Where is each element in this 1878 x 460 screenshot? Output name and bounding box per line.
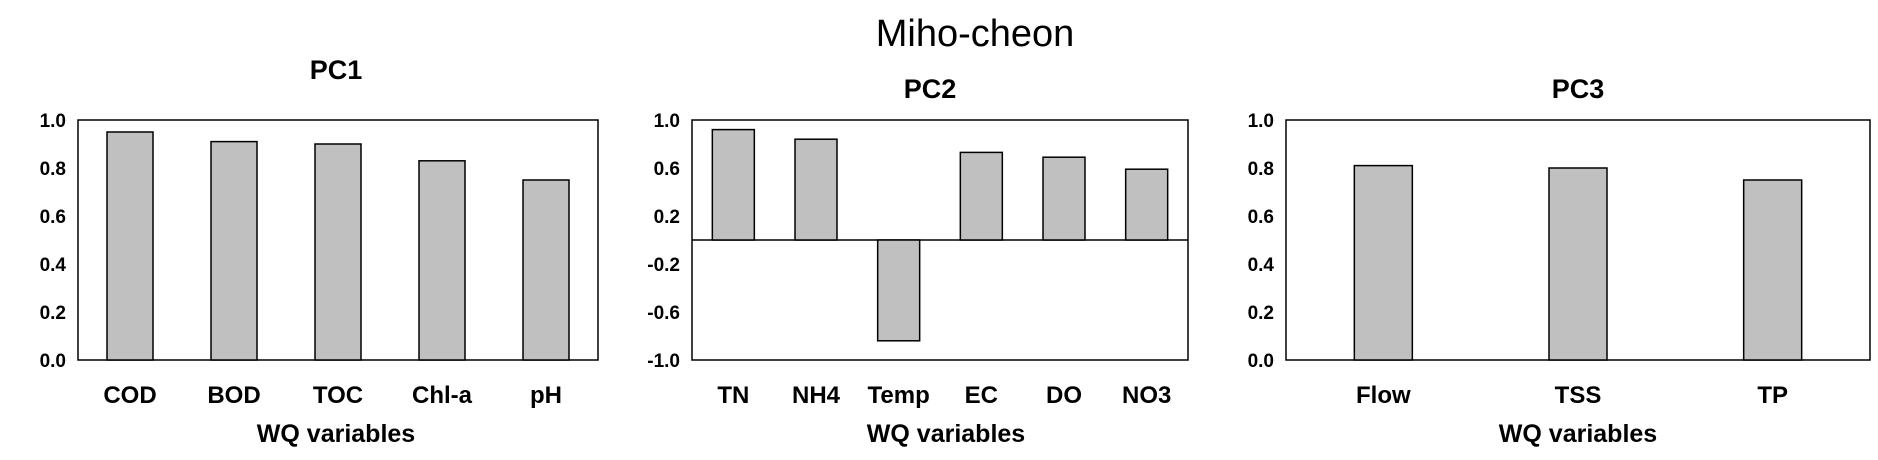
category-labels: TN NH4 Temp EC DO NO3 xyxy=(717,382,1171,409)
bar-tss xyxy=(1548,167,1608,361)
x-axis-label: WQ variables xyxy=(867,420,1025,448)
y-tick-label: 0.6 xyxy=(1248,207,1274,228)
bars xyxy=(106,131,570,361)
category-labels: COD BOD TOC Chl-a pH xyxy=(103,382,562,409)
y-tick-label: 0.4 xyxy=(1248,255,1275,276)
bar-chl-a xyxy=(418,160,466,361)
category-label: TP xyxy=(1757,382,1788,409)
y-tick-label: -0.2 xyxy=(647,255,680,276)
bar-ph xyxy=(522,179,570,361)
y-tick-label: 0.6 xyxy=(40,207,66,228)
y-tick-label: 1.0 xyxy=(40,111,66,132)
bar-nh4 xyxy=(794,138,838,241)
y-tick-label: 0.8 xyxy=(40,159,66,180)
bar-no3 xyxy=(1124,168,1169,241)
category-label: DO xyxy=(1046,382,1082,409)
y-tick-labels: 0.0 0.2 0.4 0.6 0.8 1.0 xyxy=(1248,111,1275,372)
panel-pc2: PC2 -1.0 -0.6 -0.2 0.2 0.6 1.0 TN NH4 Temp EC DO N… xyxy=(647,74,1189,448)
bar-tn xyxy=(711,128,756,241)
bars xyxy=(692,128,1188,342)
y-tick-label: 0.2 xyxy=(1248,303,1274,324)
y-tick-label: 0.0 xyxy=(40,351,66,372)
y-tick-label: 0.8 xyxy=(1248,159,1274,180)
bar-do xyxy=(1042,156,1086,241)
category-label: TOC xyxy=(313,382,363,409)
category-label: Temp xyxy=(868,382,930,409)
category-label: NH4 xyxy=(792,382,841,409)
category-label: TN xyxy=(717,382,749,409)
panel-pc1: PC1 0.00.20.40.60.81.0 COD BOD TOC Chl-a pH … xyxy=(40,55,599,448)
category-label: COD xyxy=(103,382,156,409)
y-tick-labels: 0.0 0.2 0.4 0.6 0.8 1.0 xyxy=(40,111,67,372)
category-label: BOD xyxy=(207,382,260,409)
bar-ec xyxy=(959,151,1004,241)
panel-title: PC3 xyxy=(1552,74,1605,104)
y-tick-label: 0.4 xyxy=(40,255,67,276)
y-tick-label: 1.0 xyxy=(1248,111,1274,132)
bars xyxy=(1353,164,1803,361)
bar-bod xyxy=(210,140,258,361)
bar-toc xyxy=(314,143,362,361)
y-tick-label: 0.0 xyxy=(1248,351,1274,372)
category-label: EC xyxy=(965,382,998,409)
category-label: Chl-a xyxy=(412,382,473,409)
bar-temp xyxy=(876,239,921,342)
x-axis-label: WQ variables xyxy=(257,420,415,448)
panel-pc3: PC3 0.0 0.2 0.4 0.6 0.8 1.0 Flow TSS TP WQ vari… xyxy=(1248,74,1871,448)
bar-tp xyxy=(1742,179,1803,361)
panel-title: PC1 xyxy=(310,55,363,85)
category-label: NO3 xyxy=(1122,382,1171,409)
y-tick-labels: -1.0 -0.6 -0.2 0.2 0.6 1.0 xyxy=(647,111,680,372)
category-label: pH xyxy=(530,382,562,409)
bar-cod xyxy=(106,131,154,361)
y-tick-label: 0.6 xyxy=(654,159,680,180)
bar-flow xyxy=(1353,164,1414,361)
y-tick-label: 0.2 xyxy=(654,207,680,228)
category-label: Flow xyxy=(1356,382,1411,409)
y-tick-label: -1.0 xyxy=(647,351,680,372)
panel-title: PC2 xyxy=(904,74,957,104)
category-label: TSS xyxy=(1555,382,1602,409)
y-tick-label: -0.6 xyxy=(647,303,680,324)
y-tick-label: 1.0 xyxy=(654,111,680,132)
figure-title: Miho-cheon xyxy=(876,13,1075,55)
x-axis-label: WQ variables xyxy=(1499,420,1657,448)
category-labels: Flow TSS TP xyxy=(1356,382,1788,409)
y-tick-label: 0.2 xyxy=(40,303,66,324)
